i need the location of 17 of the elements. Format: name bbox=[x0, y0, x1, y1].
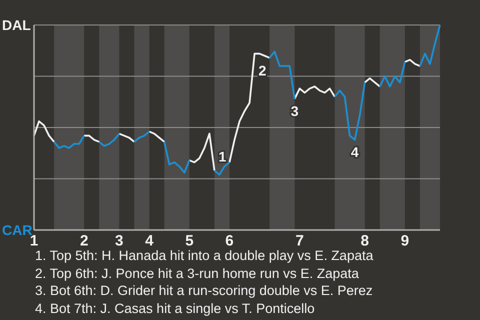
annotation: 3 bbox=[290, 102, 299, 119]
x-tick-label: 3 bbox=[115, 232, 124, 250]
text: 3. Bot 6th: D. Grider hit a run-scoring double vs E. Perez bbox=[35, 282, 374, 300]
x-tick-label: 9 bbox=[400, 232, 410, 250]
annotation: 4 bbox=[350, 144, 359, 160]
text: 2. Top 6th: J. Ponce hit a 3-run home run vs E. Zapata bbox=[35, 264, 360, 282]
x-tick-label: 4 bbox=[145, 232, 154, 250]
x-tick-label: 6 bbox=[225, 232, 234, 250]
x-tick-label: 5 bbox=[185, 232, 194, 250]
x-tick-label: 7 bbox=[295, 232, 304, 250]
annotation: 1 bbox=[218, 148, 226, 165]
text: 4. Bot 7th: J. Casas hit a single vs T. Ponticello bbox=[35, 300, 316, 317]
x-tick-label: 2 bbox=[80, 232, 88, 250]
annotation: 2 bbox=[258, 62, 267, 79]
text: DAL bbox=[2, 17, 32, 34]
text: 1. Top 5th: H. Hanada hit into a double play vs E. Zapata bbox=[35, 247, 374, 264]
x-tick-label: 8 bbox=[360, 232, 369, 250]
